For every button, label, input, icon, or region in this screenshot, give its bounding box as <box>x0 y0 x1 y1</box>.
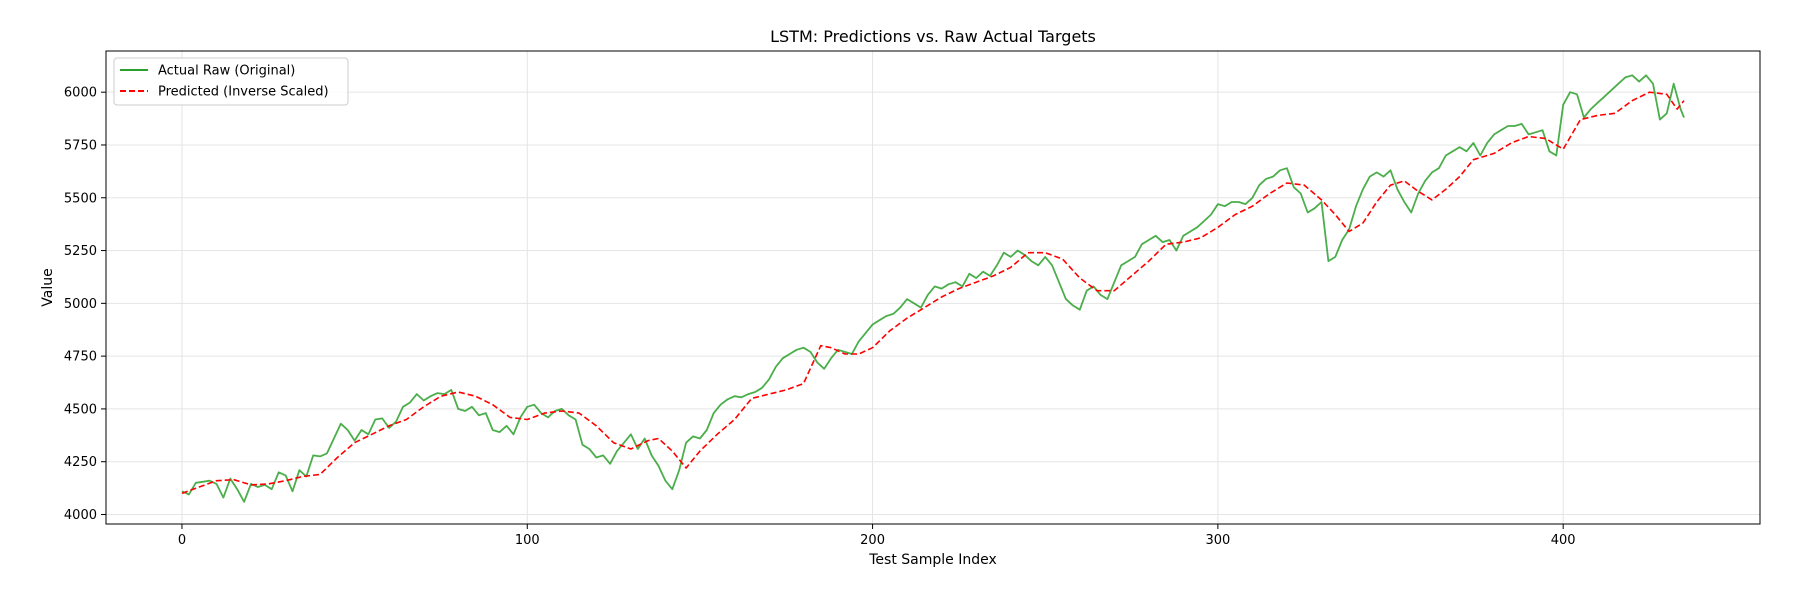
y-tick-label: 4000 <box>64 508 97 523</box>
y-tick-label: 6000 <box>64 86 97 101</box>
x-tick-label: 100 <box>515 533 540 548</box>
y-tick-label: 5750 <box>64 138 97 153</box>
x-tick-label: 300 <box>1205 533 1230 548</box>
legend-label-actual: Actual Raw (Original) <box>158 64 295 79</box>
y-axis-label: Value <box>40 268 56 306</box>
legend-box <box>113 57 349 106</box>
y-tick-label: 4750 <box>64 350 97 365</box>
x-tick-label: 0 <box>178 533 186 548</box>
x-tick-label: 400 <box>1551 533 1576 548</box>
grid <box>106 51 1760 524</box>
x-axis-label: Test Sample Index <box>868 552 997 568</box>
y-tick-label: 4250 <box>64 455 97 470</box>
y-tick-label: 5500 <box>64 191 97 206</box>
y-tick-label: 5250 <box>64 244 97 259</box>
series-line-predicted <box>181 91 1685 495</box>
legend: Actual Raw (Original) Predicted (Inverse… <box>113 57 349 106</box>
legend-label-predicted: Predicted (Inverse Scaled) <box>158 85 329 100</box>
ticks: 0 100 200 300 400 4000 4250 4500 4750 5000 5250 550… <box>64 86 1576 548</box>
series-line-actual <box>181 74 1685 503</box>
x-tick-label: 200 <box>860 533 885 548</box>
y-tick-label: 5000 <box>64 297 97 312</box>
chart-title: LSTM: Predictions vs. Raw Actual Targets <box>770 27 1096 46</box>
series-layer <box>181 74 1685 503</box>
plot-frame <box>105 50 1761 525</box>
y-tick-label: 4500 <box>64 402 97 417</box>
